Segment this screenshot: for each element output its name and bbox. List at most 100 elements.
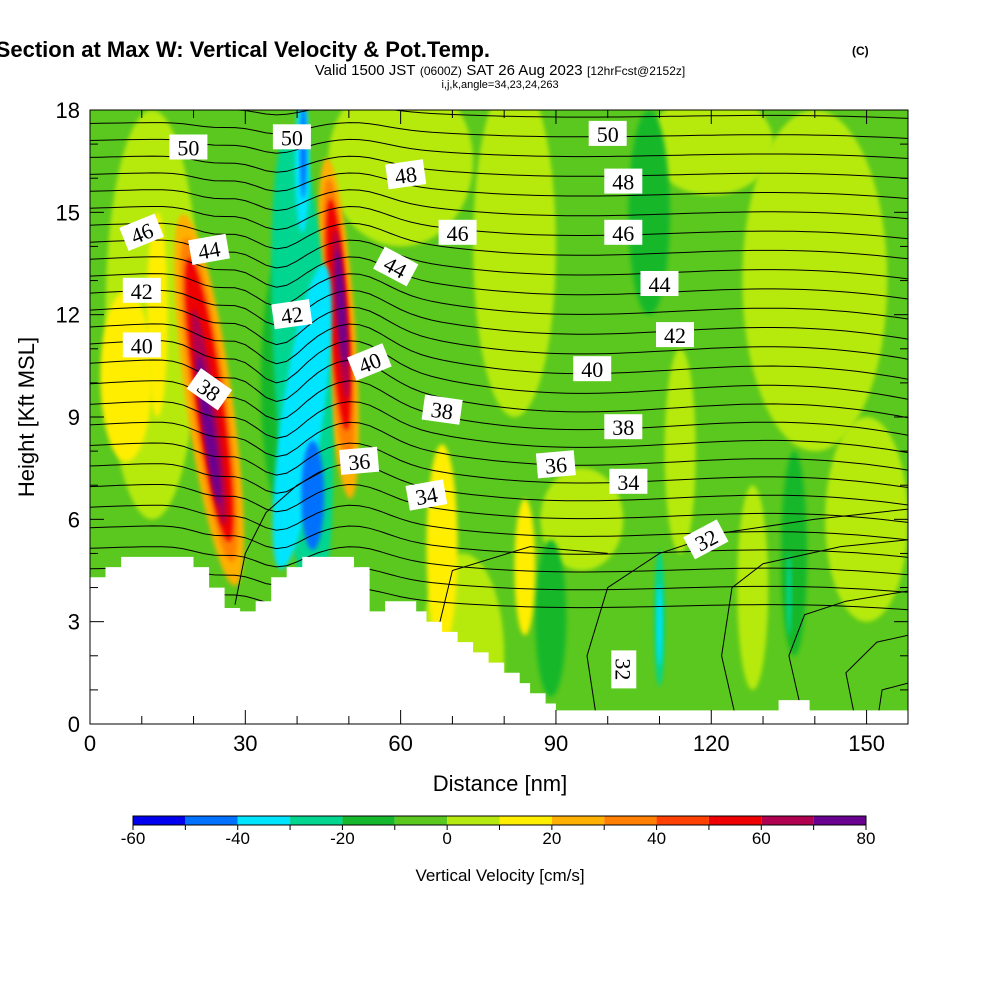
theta-contour-label: 36 bbox=[535, 450, 576, 479]
field-dgreen-centre bbox=[535, 539, 567, 697]
theta-contour-line bbox=[90, 138, 908, 159]
theta-label-text: 44 bbox=[649, 272, 671, 297]
chart-subtitle: Valid 1500 JST (0600Z) SAT 26 Aug 2023 [… bbox=[315, 62, 685, 79]
theta-contour-label: 42 bbox=[271, 299, 313, 330]
colorbar-swatch bbox=[604, 816, 657, 825]
y-tick-label: 18 bbox=[56, 98, 80, 123]
colorbar-swatch bbox=[290, 816, 343, 825]
theta-label-text: 32 bbox=[610, 658, 635, 680]
theta-contour-label: 40 bbox=[122, 332, 161, 358]
colorbar-tick-label: 0 bbox=[442, 829, 451, 848]
theta-label-text: 46 bbox=[447, 221, 469, 246]
field-yellow-left bbox=[100, 290, 153, 462]
theta-label-box bbox=[535, 450, 576, 479]
field-cyan-pocket-a bbox=[656, 584, 663, 667]
x-tick-label: 150 bbox=[848, 731, 885, 756]
y-tick-label: 12 bbox=[56, 303, 80, 328]
theta-contour-line bbox=[90, 587, 908, 611]
colorbar-tick-label: 60 bbox=[752, 829, 771, 848]
theta-label-text: 36 bbox=[347, 448, 371, 475]
theta-label-box bbox=[573, 356, 612, 382]
theta-contour-label: 46 bbox=[604, 219, 643, 246]
theta-contour-label: 38 bbox=[421, 394, 463, 425]
subtitle-valid: Valid 1500 JST bbox=[315, 62, 416, 79]
theta-contour-label: 34 bbox=[609, 468, 648, 495]
x-tick-label: 30 bbox=[233, 731, 257, 756]
colorbar-tick-label: -60 bbox=[121, 829, 146, 848]
theta-label-box bbox=[405, 479, 448, 511]
chart-title-suffix: (C) bbox=[852, 44, 869, 58]
theta-contour-line bbox=[90, 155, 908, 180]
field-lgreen-strip-b bbox=[737, 485, 769, 690]
theta-contour-line bbox=[90, 400, 908, 454]
theta-label-text: 48 bbox=[393, 161, 418, 189]
colorbar-tick-label: 80 bbox=[857, 829, 876, 848]
colorbar-swatch bbox=[813, 816, 866, 825]
field-lgreen-mid bbox=[473, 110, 556, 417]
y-tick-label: 3 bbox=[68, 610, 80, 635]
theta-label-text: 40 bbox=[581, 357, 603, 382]
theta-label-box bbox=[169, 134, 208, 160]
colorbar-tick-label: -40 bbox=[225, 829, 250, 848]
y-tick-label: 9 bbox=[68, 405, 80, 430]
theta-label-box bbox=[186, 368, 233, 411]
theta-contour-line bbox=[90, 256, 908, 300]
colorbar-label: Vertical Velocity [cm/s] bbox=[415, 866, 584, 885]
colorbar-swatch bbox=[133, 816, 186, 825]
field-yellow-small bbox=[514, 498, 536, 636]
theta-label-text: 44 bbox=[196, 236, 222, 264]
theta-label-text: 50 bbox=[597, 122, 619, 147]
x-tick-label: 0 bbox=[84, 731, 96, 756]
colorbar-swatch bbox=[447, 816, 500, 825]
theta-label-text: 42 bbox=[664, 323, 686, 348]
theta-contour-line bbox=[586, 508, 908, 724]
x-tick-label: 120 bbox=[693, 731, 730, 756]
field-updraft2-peak bbox=[335, 249, 347, 366]
theta-contour-line bbox=[845, 634, 908, 724]
theta-contour-label: 44 bbox=[640, 271, 679, 297]
colorbar-swatch bbox=[185, 816, 238, 825]
colorbar-swatch bbox=[237, 816, 291, 825]
theta-label-text: 34 bbox=[617, 470, 639, 495]
theta-contour-line bbox=[90, 504, 908, 541]
theta-contour-line bbox=[90, 189, 908, 220]
theta-contour-line bbox=[90, 273, 908, 320]
theta-contour-line bbox=[788, 590, 908, 724]
theta-contour-line bbox=[90, 463, 908, 506]
theta-contour-line bbox=[90, 566, 908, 593]
x-tick-label: 60 bbox=[388, 731, 412, 756]
theta-label-box bbox=[421, 394, 463, 425]
theta-contour-line bbox=[90, 359, 908, 419]
theta-contour-line bbox=[90, 222, 908, 260]
field-yellow-upper bbox=[146, 212, 168, 417]
theta-label-box bbox=[271, 299, 313, 330]
terrain-mask bbox=[90, 556, 908, 724]
theta-label-box bbox=[122, 332, 161, 358]
colorbar-swatch bbox=[761, 816, 814, 825]
field-lgreen-strip-a bbox=[664, 348, 696, 554]
theta-contour-line bbox=[90, 421, 908, 471]
theta-contour-label: 44 bbox=[188, 233, 230, 266]
x-tick-label: 90 bbox=[544, 731, 568, 756]
theta-contour-line bbox=[234, 467, 329, 605]
theta-label-box bbox=[385, 159, 427, 190]
theta-contour-line bbox=[90, 442, 908, 488]
colorbar-swatch bbox=[394, 816, 448, 825]
theta-contour-line bbox=[90, 323, 908, 380]
theta-label-text: 42 bbox=[279, 301, 304, 329]
theta-label-text: 34 bbox=[414, 482, 440, 510]
theta-label-box bbox=[347, 343, 392, 381]
theta-contour-line bbox=[90, 122, 908, 139]
theta-label-box bbox=[119, 213, 164, 252]
colorbar-tick-label: -20 bbox=[330, 829, 355, 848]
theta-contour-line bbox=[90, 306, 908, 360]
theta-label-box bbox=[373, 246, 419, 287]
colorbar-swatch bbox=[342, 816, 395, 825]
theta-contour-label: 46 bbox=[438, 219, 477, 246]
y-axis-label: Height [Kft MSL] bbox=[14, 337, 39, 497]
theta-label-box bbox=[604, 414, 643, 440]
theta-label-box bbox=[611, 650, 637, 689]
